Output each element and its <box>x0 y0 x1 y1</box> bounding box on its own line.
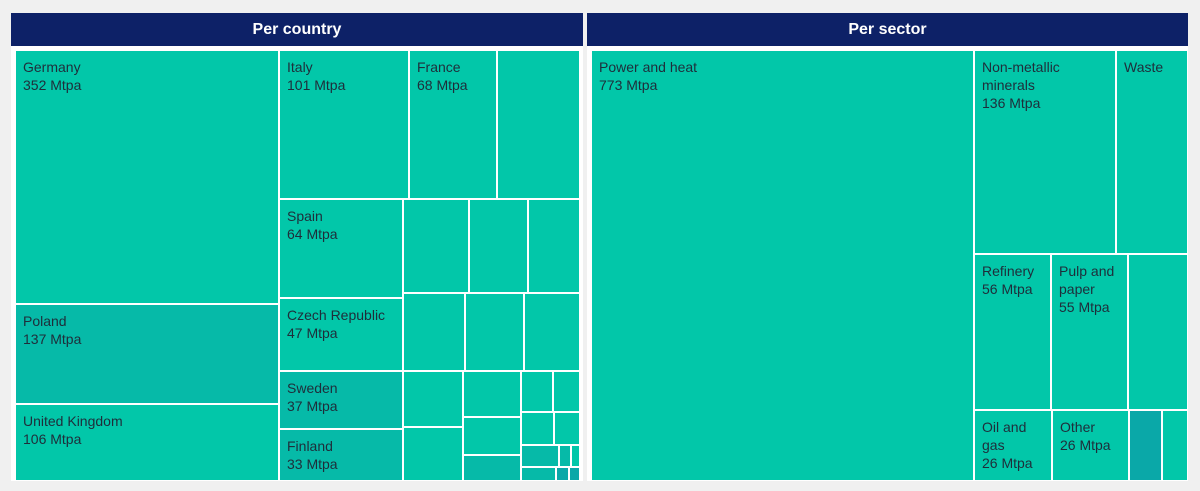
country-tile-value: 68 Mtpa <box>417 77 468 93</box>
country-tile-unlabeled[interactable] <box>497 50 580 199</box>
sector-tile[interactable]: Refinery 56 Mtpa <box>974 254 1051 410</box>
sector-tile[interactable]: Pulp and paper 55 Mtpa <box>1051 254 1128 410</box>
country-tile-unlabeled[interactable] <box>463 371 521 417</box>
sector-tile-label: Waste <box>1124 59 1164 75</box>
country-tile-value: 101 Mtpa <box>287 77 346 93</box>
country-tile-unlabeled[interactable] <box>403 427 463 481</box>
country-tile-unlabeled[interactable] <box>521 445 559 467</box>
country-tile[interactable]: Italy 101 Mtpa <box>279 50 409 199</box>
country-tile-label: Czech Republic <box>287 307 386 323</box>
country-tile-unlabeled[interactable] <box>403 371 463 427</box>
sector-treemap: Power and heat 773 Mtpa Non-metallic miner… <box>591 50 1188 481</box>
sector-tile-value: 26 Mtpa <box>1060 437 1111 453</box>
country-tile[interactable]: France 68 Mtpa <box>409 50 497 199</box>
sector-tile[interactable]: Waste <box>1116 50 1188 254</box>
country-tile-label: United Kingdom <box>23 413 123 429</box>
country-tile-value: 137 Mtpa <box>23 331 82 347</box>
country-panel: Per country Germany 352 Mtpa Poland 137 Mtp… <box>11 13 583 481</box>
country-tile-value: 47 Mtpa <box>287 325 338 341</box>
country-tile-unlabeled[interactable] <box>559 445 571 467</box>
country-tile-unlabeled[interactable] <box>569 467 580 481</box>
sector-tile-label: Power and heat <box>599 59 698 75</box>
sector-panel-title: Per sector <box>587 13 1188 46</box>
sector-tile-unlabeled[interactable] <box>1128 254 1188 410</box>
sector-tile-value: 56 Mtpa <box>982 281 1033 297</box>
country-tile-value: 33 Mtpa <box>287 456 338 472</box>
country-tile-value: 352 Mtpa <box>23 77 82 93</box>
country-tile-unlabeled[interactable] <box>554 412 580 445</box>
sector-tile[interactable]: Other 26 Mtpa <box>1052 410 1129 481</box>
country-tile-unlabeled[interactable] <box>521 371 553 412</box>
country-tile[interactable]: United Kingdom 106 Mtpa <box>15 404 279 481</box>
sector-tile[interactable]: Oil and gas 26 Mtpa <box>974 410 1052 481</box>
country-treemap: Germany 352 Mtpa Poland 137 Mtpa United King… <box>15 50 580 481</box>
country-tile-unlabeled[interactable] <box>463 417 521 455</box>
sector-tile-label: Refinery <box>982 263 1035 279</box>
country-tile-label: Poland <box>23 313 67 329</box>
country-tile-unlabeled[interactable] <box>571 445 580 467</box>
sector-tile-unlabeled[interactable] <box>1162 410 1188 481</box>
sector-tile-label: Non-metallic minerals <box>982 59 1060 93</box>
country-tile-label: Spain <box>287 208 323 224</box>
country-tile-unlabeled[interactable] <box>465 293 524 371</box>
sector-tile-label: Other <box>1060 419 1096 435</box>
country-tile[interactable]: Germany 352 Mtpa <box>15 50 279 304</box>
country-tile-unlabeled[interactable] <box>521 467 556 481</box>
sector-tile[interactable]: Non-metallic minerals 136 Mtpa <box>974 50 1116 254</box>
country-tile-value: 37 Mtpa <box>287 398 338 414</box>
country-tile-value: 64 Mtpa <box>287 226 338 242</box>
country-tile-unlabeled[interactable] <box>556 467 569 481</box>
country-tile-unlabeled[interactable] <box>403 199 469 293</box>
country-tile[interactable]: Sweden 37 Mtpa <box>279 371 403 429</box>
country-tile[interactable]: Poland 137 Mtpa <box>15 304 279 404</box>
country-tile[interactable]: Finland 33 Mtpa <box>279 429 403 481</box>
country-tile-unlabeled[interactable] <box>403 293 465 371</box>
sector-tile-label: Pulp and paper <box>1059 263 1115 297</box>
country-tile[interactable]: Czech Republic 47 Mtpa <box>279 298 403 371</box>
sector-tile-unlabeled[interactable] <box>1129 410 1162 481</box>
country-tile-unlabeled[interactable] <box>524 293 580 371</box>
country-tile-unlabeled[interactable] <box>528 199 580 293</box>
country-tile-label: Finland <box>287 438 333 454</box>
sector-tile-value: 26 Mtpa <box>982 455 1033 471</box>
country-tile-value: 106 Mtpa <box>23 431 82 447</box>
country-panel-title: Per country <box>11 13 583 46</box>
country-tile-label: Sweden <box>287 380 338 396</box>
sector-tile[interactable]: Power and heat 773 Mtpa <box>591 50 974 481</box>
sector-tile-label: Oil and gas <box>982 419 1027 453</box>
country-tile[interactable]: Spain 64 Mtpa <box>279 199 403 298</box>
country-tile-label: Italy <box>287 59 313 75</box>
country-tile-label: France <box>417 59 461 75</box>
country-tile-unlabeled[interactable] <box>553 371 580 412</box>
sector-panel: Per sector Power and heat 773 Mtpa Non-met… <box>587 13 1188 481</box>
sector-tile-value: 55 Mtpa <box>1059 299 1110 315</box>
country-tile-unlabeled[interactable] <box>463 455 521 481</box>
sector-tile-value: 136 Mtpa <box>982 95 1041 111</box>
country-tile-unlabeled[interactable] <box>469 199 528 293</box>
country-tile-unlabeled[interactable] <box>521 412 554 445</box>
country-tile-label: Germany <box>23 59 81 75</box>
sector-tile-value: 773 Mtpa <box>599 77 658 93</box>
